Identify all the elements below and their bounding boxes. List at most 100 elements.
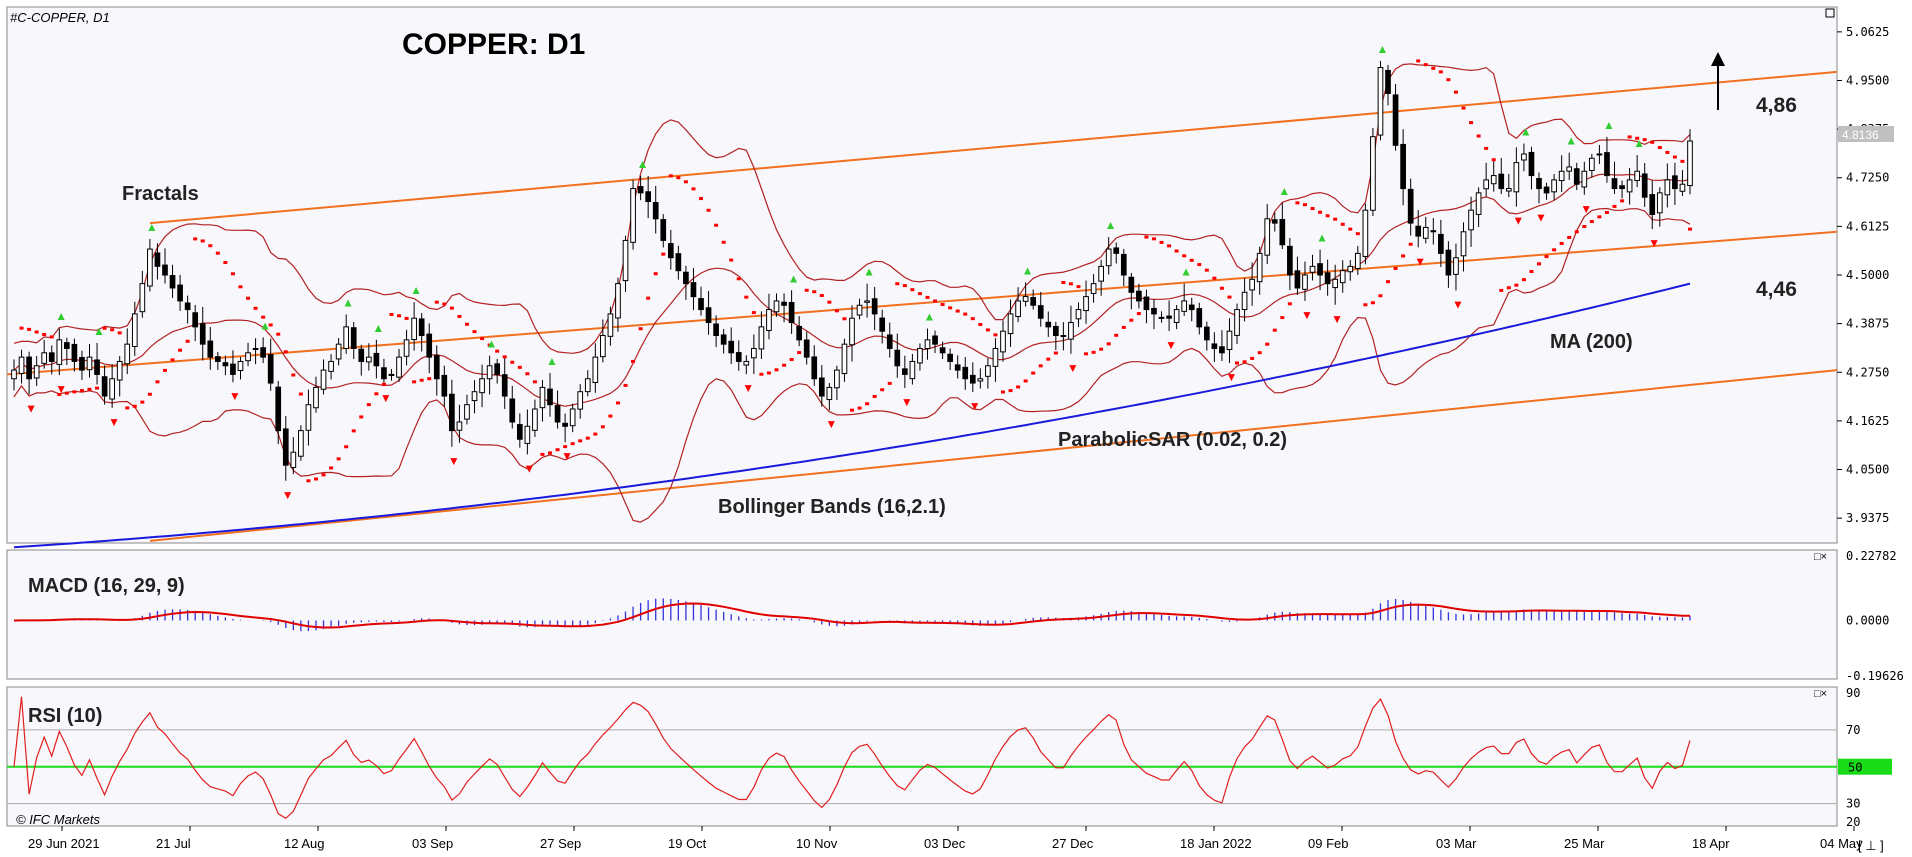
- sar-dot: [1250, 356, 1255, 360]
- sar-dot: [955, 309, 960, 313]
- maximize-icon[interactable]: [1825, 8, 1835, 18]
- time-label: 03 Mar: [1436, 836, 1477, 851]
- candle-body: [1151, 307, 1157, 315]
- fractal-up-icon: ▲: [1520, 125, 1532, 139]
- sar-dot: [359, 415, 364, 419]
- candle-body: [675, 253, 682, 272]
- macd-window-icon[interactable]: □×: [1814, 551, 1827, 563]
- candle-body: [879, 317, 886, 332]
- price-tick-label: 3.9375: [1846, 511, 1889, 525]
- candle-body: [932, 335, 938, 345]
- candle-body: [1241, 291, 1248, 311]
- bollinger-band-line: [13, 63, 1691, 354]
- sar-dot: [502, 355, 507, 359]
- sar-dot: [1280, 316, 1285, 320]
- candle-body: [11, 369, 17, 380]
- sar-dot: [215, 251, 220, 255]
- candle-body: [1460, 231, 1467, 257]
- sar-dot: [1333, 217, 1338, 221]
- candle-body: [728, 340, 735, 354]
- candle-body: [969, 374, 976, 384]
- time-axis-corner[interactable]: [ ⊥ ]: [1858, 838, 1884, 853]
- sar-dot: [442, 302, 447, 306]
- candle-body: [343, 326, 350, 349]
- candle-body: [1196, 308, 1203, 328]
- candle: [600, 319, 606, 363]
- candle-body: [924, 339, 931, 350]
- candle-body: [1287, 245, 1293, 276]
- chart-title: COPPER: D1: [402, 28, 585, 61]
- sar-dot: [1287, 302, 1292, 306]
- sar-dot: [819, 294, 824, 298]
- candle-body: [1407, 188, 1414, 224]
- candle-body: [856, 304, 863, 316]
- candle: [660, 214, 667, 248]
- candle-body: [1634, 170, 1640, 182]
- candle: [705, 290, 712, 335]
- candle-body: [373, 352, 380, 367]
- candle: [569, 403, 576, 433]
- sar-dot: [880, 388, 885, 392]
- fractal-up-icon: ▲: [863, 265, 875, 279]
- sar-dot: [110, 328, 115, 332]
- sar-dot: [842, 317, 847, 321]
- candle-body: [1158, 316, 1165, 319]
- main-panel: [6, 6, 1838, 544]
- candle: [388, 369, 395, 381]
- candle-body: [1098, 265, 1104, 282]
- candle-body: [86, 356, 93, 371]
- candle-body: [1113, 247, 1120, 254]
- candle-body: [154, 252, 161, 267]
- candle: [516, 413, 523, 448]
- sar-dot: [132, 404, 137, 408]
- sar-dot: [1446, 78, 1451, 82]
- candle: [335, 338, 342, 366]
- candle: [1422, 216, 1429, 244]
- sar-dot: [1453, 90, 1458, 94]
- candle-body: [1090, 283, 1097, 294]
- candle-body: [758, 326, 765, 350]
- sar-dot: [1363, 303, 1368, 307]
- candle: [41, 339, 48, 369]
- ma-label: MA (200): [1550, 331, 1633, 353]
- sar-dot: [1506, 286, 1511, 290]
- sar-dot: [95, 386, 100, 390]
- sar-dot: [653, 272, 658, 276]
- sar-dot: [1348, 227, 1353, 231]
- rsi-window-icon[interactable]: □×: [1814, 688, 1827, 700]
- candle-body: [328, 360, 334, 372]
- candle-body: [652, 202, 659, 220]
- candle-body: [1136, 290, 1142, 302]
- sar-dot: [404, 316, 409, 320]
- rsi-tick-label: 30: [1846, 797, 1860, 811]
- sar-dot: [985, 328, 990, 332]
- fractal-down-icon: ▼: [1535, 210, 1547, 224]
- sar-dot: [578, 439, 583, 443]
- candle: [894, 333, 901, 378]
- sar-dot: [615, 401, 620, 405]
- copyright: © IFC Markets: [16, 812, 100, 827]
- candle-body: [939, 347, 946, 354]
- fractal-up-icon: ▲: [146, 220, 158, 234]
- candle-body: [947, 353, 953, 362]
- sar-dot: [676, 176, 681, 180]
- candle-body: [584, 378, 591, 393]
- sar-dot: [366, 403, 371, 407]
- candle: [841, 338, 848, 382]
- candle: [1181, 283, 1188, 316]
- candle: [1460, 222, 1467, 272]
- sar-dot: [1635, 136, 1640, 140]
- fractal-up-icon: ▲: [1316, 231, 1328, 245]
- sar-dot: [1325, 214, 1330, 218]
- candle: [562, 413, 568, 443]
- sar-dot: [434, 300, 439, 304]
- time-label: 29 Jun 2021: [28, 836, 100, 851]
- candle-body: [683, 271, 689, 285]
- candle-body: [1181, 300, 1188, 312]
- candle: [396, 348, 402, 382]
- candle: [169, 264, 176, 298]
- candle: [796, 316, 802, 347]
- candle-body: [1324, 272, 1331, 285]
- candle: [826, 383, 833, 411]
- sar-dot: [472, 330, 477, 334]
